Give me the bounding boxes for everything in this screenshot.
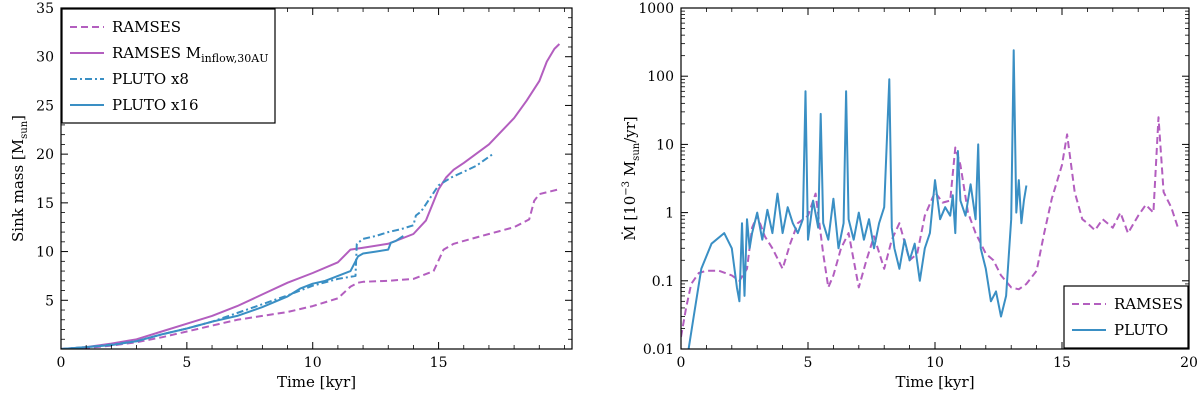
y-tick-label: 5 (45, 293, 54, 309)
y-tick-label: 1000 (638, 1, 674, 17)
series-group (681, 49, 1180, 349)
x-axis-title: Time [kyr] (895, 373, 974, 391)
legend-label: RAMSES Minflow,30AU (112, 44, 269, 65)
legend: RAMSES PLUTO (1063, 285, 1189, 349)
y-tick-label: 0.1 (652, 274, 674, 290)
series-line-3 (61, 235, 404, 349)
y-tick-label: 35 (36, 1, 54, 17)
y-tick-label: 10 (656, 137, 674, 153)
y-tick-label: 20 (36, 147, 54, 163)
series-line-1 (687, 49, 1028, 349)
x-tick-label: 10 (926, 355, 944, 371)
x-tick-label: 0 (57, 355, 66, 371)
x-tick-label: 5 (182, 355, 191, 371)
x-tick-label: 15 (1053, 355, 1071, 371)
x-tick-label: 10 (304, 355, 322, 371)
x-axis-title: Time [kyr] (277, 373, 356, 391)
x-tick-label: 15 (430, 355, 448, 371)
y-axis-title: Ṁ [10−3 Msun/yr] (621, 116, 642, 241)
legend-label: PLUTO x8 (112, 70, 189, 88)
legend-label: PLUTO (1114, 321, 1168, 339)
y-tick-label: 25 (36, 98, 54, 114)
x-tick-label: 5 (804, 355, 813, 371)
y-tick-label: 15 (36, 196, 54, 212)
panel-accretion-rate: 0 5 10 15 20 0.01 0.1 1 10 100 1000 Time [kyr] Ṁ [10… (621, 1, 1198, 391)
x-tick-label: 0 (677, 355, 686, 371)
series-line-2 (61, 152, 495, 349)
plot-frame (60, 7, 573, 350)
series-group (61, 43, 561, 349)
y-tick-label: 0.01 (643, 342, 674, 358)
series-line-0 (681, 116, 1180, 338)
series-line-0 (61, 188, 560, 349)
panel-sink-mass: 0 5 10 15 5 10 15 20 25 30 35 Time [kyr] Sink mass [… (9, 1, 573, 391)
legend-box (1063, 285, 1189, 349)
y-tick-label: 1 (665, 206, 674, 222)
legend-label: PLUTO x16 (112, 96, 199, 114)
y-tick-label: 10 (36, 245, 54, 261)
legend-label: RAMSES (112, 18, 181, 36)
legend: RAMSES RAMSES Minflow,30AU PLUTO x8 PLUTO x… (61, 8, 276, 124)
series-line-1 (61, 43, 561, 349)
y-axis-title: Sink mass [Msun] (9, 115, 30, 242)
y-tick-label: 30 (36, 50, 54, 66)
legend-label: RAMSES (1114, 295, 1183, 313)
y-tick-label: 100 (647, 69, 674, 85)
x-tick-label: 20 (1180, 355, 1198, 371)
